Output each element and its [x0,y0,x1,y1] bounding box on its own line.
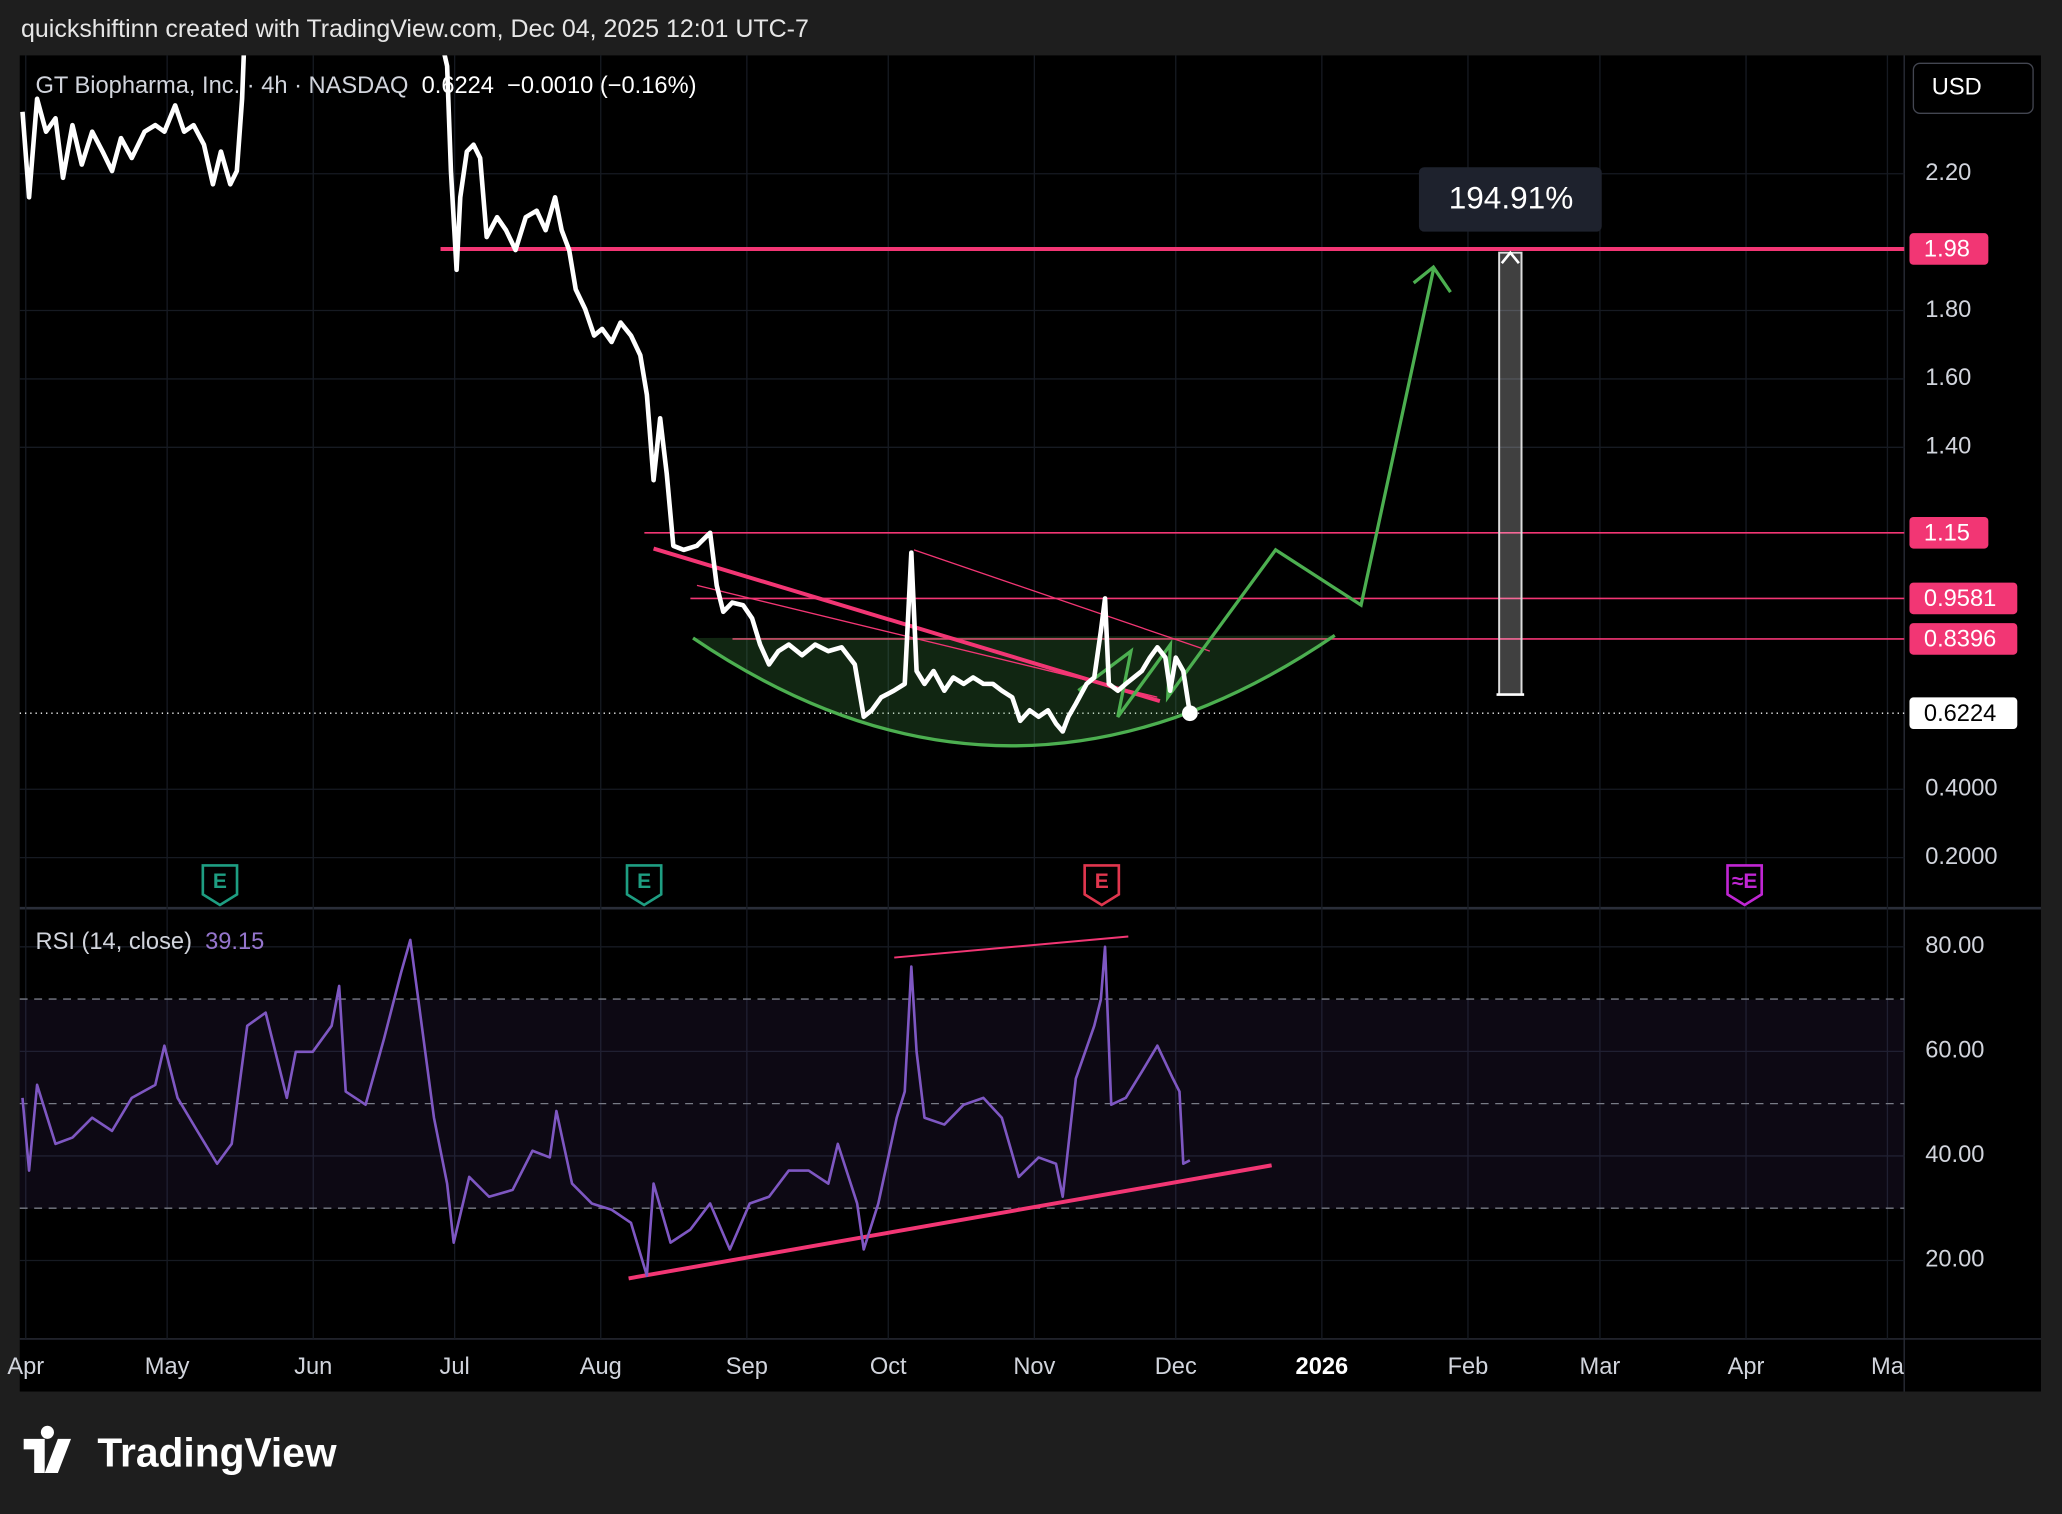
y-tick-label: 20.00 [1925,1247,1984,1273]
event-label: E [1095,870,1109,893]
trend-line [913,549,1211,652]
event-badge [1083,864,1121,907]
x-tick-label: Apr [1728,1354,1765,1380]
grid [19,55,1905,1339]
legend: GT Biopharma, Inc. · 4h · NASDAQ 0.6224 −0… [36,73,697,99]
event-badge [201,864,239,907]
currency-button[interactable] [1912,62,2034,114]
brand: TradingView [97,1430,337,1476]
series [20,55,1198,1277]
event-label: ≈E [1732,870,1758,893]
rsi-legend: RSI (14, close) 39.15 [36,929,265,955]
x-tick-label: Sep [726,1354,768,1380]
rsi-last: 39.15 [205,929,264,955]
measure-bar [1498,251,1523,696]
logo: TradingView [23,1425,337,1476]
measure-box [1418,167,1602,232]
levels [19,246,1905,1209]
y-tick-label: 0.4000 [1925,776,1997,802]
last-price-tag [1909,697,2018,729]
x-tick-label: Jun [294,1354,332,1380]
x-tick-label: Apr [7,1354,44,1380]
x-tick-label: Oct [870,1354,907,1380]
x-tick-label: Mar [1580,1354,1621,1380]
y-tick-label: 40.00 [1925,1142,1984,1168]
series-line [21,938,1191,1277]
level-tag [1909,517,1989,549]
legend-change: −0.0010 (−0.16%) [507,73,696,99]
cup-arc [692,633,1336,748]
level-tag [1909,233,1989,265]
event-badge [1726,864,1764,907]
y-tick-label: 1.60 [1925,365,1971,391]
chart-area [19,55,2041,1392]
trend-line [696,584,1158,698]
x-tick-label: Aug [580,1354,622,1380]
projection-arrowhead [1412,264,1452,294]
x-tick-label: Feb [1448,1354,1489,1380]
legend-title: GT Biopharma, Inc. · 4h · NASDAQ [36,73,409,99]
last-price-label: 0.6224 [1924,701,1996,727]
series-line [20,55,1193,734]
x-tick-label: Dec [1155,1354,1197,1380]
legend-last: 0.6224 [422,73,494,99]
measure-arrowhead [1500,250,1520,265]
last-price-dot [1181,705,1198,722]
rsi-title: RSI (14, close) [36,929,192,955]
measure-label: 194.91% [1449,179,1574,215]
rsi-trend-line [894,935,1129,959]
logo-icon [23,1425,72,1474]
x-tick-label: May [145,1354,190,1380]
event-label: E [637,870,651,893]
y-tick-label: 0.2000 [1925,844,1997,870]
x-tick-label: Jul [440,1354,470,1380]
x-tick-label: Ma [1871,1354,1905,1380]
event-label: E [213,870,227,893]
currency-label[interactable]: USD [1932,75,1982,101]
y-tick-label: 80.00 [1925,933,1984,959]
rsi-trend-line [628,1163,1272,1281]
header-text: quickshiftinn created with TradingView.c… [21,15,809,43]
level-label: 0.8396 [1924,626,1996,652]
level-label: 1.98 [1924,237,1970,263]
rsi-drawings [628,935,1272,1281]
level-label: 1.15 [1924,520,1970,546]
x-tick-label: Nov [1013,1354,1055,1380]
level-tag [1909,582,2018,615]
y-tick-label: 1.80 [1925,297,1971,323]
level-label: 0.9581 [1924,586,1996,612]
y-tick-label: 2.20 [1925,160,1971,186]
y-tick-label: 60.00 [1925,1038,1984,1064]
x-tick-label: 2026 [1296,1354,1349,1380]
y-tick-label: 1.40 [1925,434,1971,460]
labels: Apr May Jun Jul Aug Sep Oct Nov Dec 2026 Feb Mar Apr… [7,160,2018,1380]
level-tag [1909,623,2018,655]
event-badge [625,864,663,907]
